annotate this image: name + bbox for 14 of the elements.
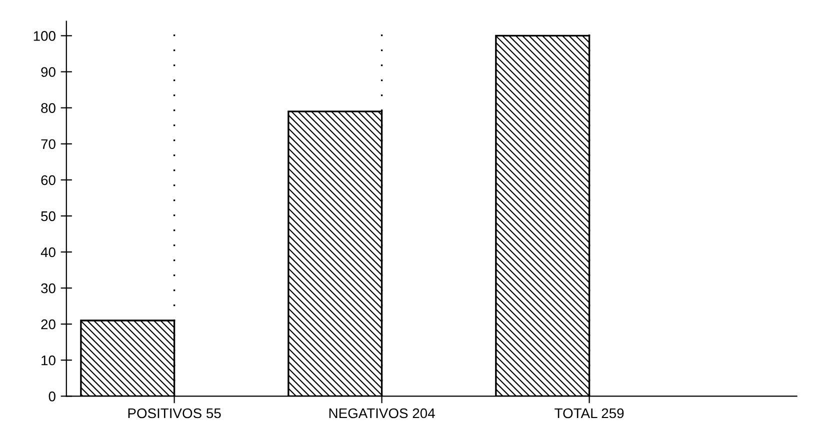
y-tick-label: 100 [34,31,56,41]
y-tick-label: 50 [41,211,56,222]
y-tick-label: 0 [48,392,56,402]
y-tick-label: 20 [41,319,56,330]
y-tick-label: 10 [42,355,56,366]
x-tick-label: POSITIVOS 55 [128,408,221,418]
y-tick-label: 40 [40,247,56,258]
y-tick-label: 80 [41,103,56,113]
y-tick-label: 90 [41,67,56,77]
x-tick-label: NEGATIVOS 204 [329,408,435,418]
y-tick-label: 70 [41,139,56,150]
x-tick-label: TOTAL 259 [554,408,624,418]
y-tick-label: 30 [41,283,56,294]
y-tick-label: 60 [41,175,56,186]
